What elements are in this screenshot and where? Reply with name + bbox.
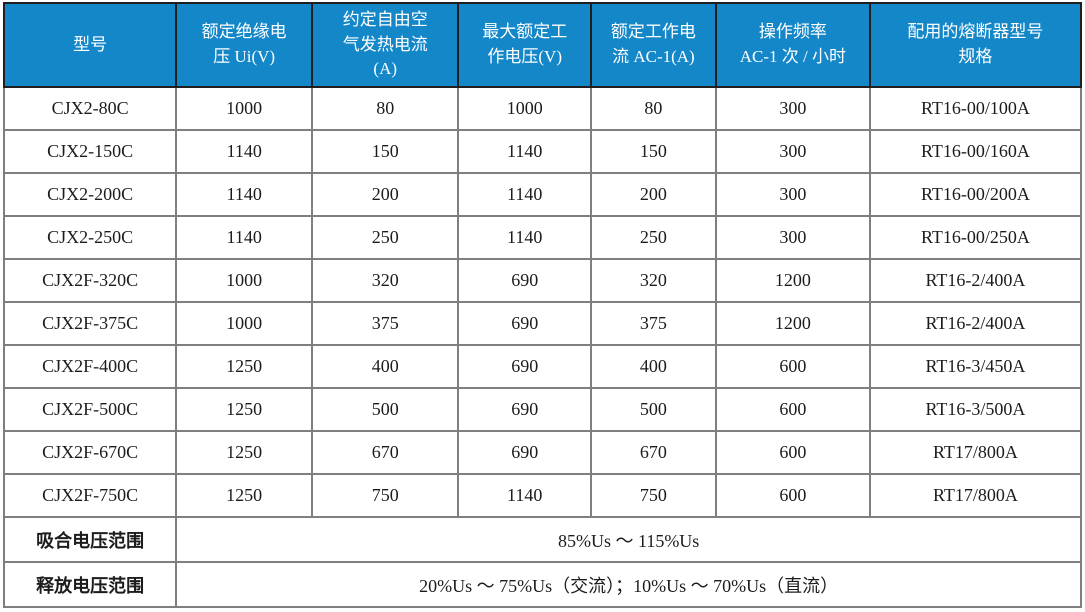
table-row: CJX2F-320C 1000 320 690 320 1200 RT16-2/…: [2, 258, 1083, 303]
cell-thermal-current: 750: [310, 473, 460, 518]
table-row: CJX2F-400C 1250 400 690 400 600 RT16-3/4…: [2, 344, 1083, 389]
cell-model: CJX2-80C: [2, 86, 178, 131]
table-row: CJX2-80C 1000 80 1000 80 300 RT16-00/100…: [2, 86, 1083, 131]
cell-model: CJX2-200C: [2, 172, 178, 217]
pickup-voltage-value: 85%Us ～ 115%Us: [175, 516, 1082, 563]
cell-fuse-spec: RT17/800A: [868, 473, 1083, 518]
header-fuse-spec: 配用的熔断器型号 规格: [868, 2, 1083, 88]
cell-model: CJX2F-500C: [2, 387, 178, 432]
cell-max-working-voltage: 690: [457, 387, 592, 432]
cell-operating-frequency: 1200: [714, 258, 871, 303]
cell-insulation-voltage: 1000: [175, 258, 313, 303]
cell-max-working-voltage: 1140: [457, 473, 592, 518]
cell-operating-frequency: 300: [714, 129, 871, 174]
cell-operating-frequency: 600: [714, 430, 871, 475]
release-voltage-value: 20%Us ～ 75%Us（交流）；10%Us ～ 70%Us（直流）: [175, 561, 1082, 608]
cell-operating-frequency: 300: [714, 86, 871, 131]
header-operating-frequency: 操作频率 AC-1 次 / 小时: [714, 2, 871, 88]
cell-model: CJX2F-320C: [2, 258, 178, 303]
cell-working-current: 250: [589, 215, 717, 260]
cell-max-working-voltage: 690: [457, 258, 592, 303]
cell-operating-frequency: 1200: [714, 301, 871, 346]
cell-insulation-voltage: 1250: [175, 387, 313, 432]
pickup-voltage-label: 吸合电压范围: [2, 516, 178, 563]
cell-fuse-spec: RT16-00/100A: [868, 86, 1083, 131]
cell-operating-frequency: 300: [714, 215, 871, 260]
header-model: 型号: [2, 2, 178, 88]
cell-thermal-current: 80: [310, 86, 460, 131]
table-row: CJX2-250C 1140 250 1140 250 300 RT16-00/…: [2, 215, 1083, 260]
table-row: CJX2-200C 1140 200 1140 200 300 RT16-00/…: [2, 172, 1083, 217]
header-insulation-voltage: 额定绝缘电 压 Ui(V): [175, 2, 313, 88]
cell-fuse-spec: RT16-3/500A: [868, 387, 1083, 432]
cell-thermal-current: 670: [310, 430, 460, 475]
release-voltage-row: 释放电压范围 20%Us ～ 75%Us（交流）；10%Us ～ 70%Us（直…: [2, 561, 1082, 608]
cell-working-current: 320: [589, 258, 717, 303]
cell-insulation-voltage: 1140: [175, 215, 313, 260]
cell-fuse-spec: RT16-2/400A: [868, 258, 1083, 303]
cell-thermal-current: 200: [310, 172, 460, 217]
cell-fuse-spec: RT16-00/160A: [868, 129, 1083, 174]
cell-thermal-current: 375: [310, 301, 460, 346]
cell-max-working-voltage: 690: [457, 301, 592, 346]
cell-insulation-voltage: 1250: [175, 344, 313, 389]
header-max-working-voltage: 最大额定工 作电压(V): [457, 2, 592, 88]
cell-model: CJX2F-750C: [2, 473, 178, 518]
cell-insulation-voltage: 1140: [175, 129, 313, 174]
cell-working-current: 500: [589, 387, 717, 432]
pickup-voltage-row: 吸合电压范围 85%Us ～ 115%Us: [2, 516, 1082, 563]
cell-thermal-current: 320: [310, 258, 460, 303]
cell-working-current: 375: [589, 301, 717, 346]
cell-max-working-voltage: 1000: [457, 86, 592, 131]
header-working-current: 额定工作电 流 AC-1(A): [589, 2, 717, 88]
cell-working-current: 750: [589, 473, 717, 518]
cell-working-current: 200: [589, 172, 717, 217]
table-row: CJX2F-670C 1250 670 690 670 600 RT17/800…: [2, 430, 1083, 475]
cell-operating-frequency: 600: [714, 387, 871, 432]
cell-insulation-voltage: 1250: [175, 473, 313, 518]
cell-max-working-voltage: 1140: [457, 129, 592, 174]
cell-thermal-current: 500: [310, 387, 460, 432]
cell-model: CJX2-150C: [2, 129, 178, 174]
cell-fuse-spec: RT16-00/250A: [868, 215, 1083, 260]
cell-working-current: 80: [589, 86, 717, 131]
table-header-row: 型号 额定绝缘电 压 Ui(V) 约定自由空 气发热电流 (A) 最大额定工 作…: [2, 2, 1083, 88]
cell-model: CJX2F-670C: [2, 430, 178, 475]
cell-model: CJX2-250C: [2, 215, 178, 260]
table-row: CJX2F-375C 1000 375 690 375 1200 RT16-2/…: [2, 301, 1083, 346]
cell-insulation-voltage: 1140: [175, 172, 313, 217]
cell-thermal-current: 150: [310, 129, 460, 174]
cell-working-current: 400: [589, 344, 717, 389]
cell-operating-frequency: 600: [714, 344, 871, 389]
cell-model: CJX2F-400C: [2, 344, 178, 389]
cell-working-current: 150: [589, 129, 717, 174]
cell-thermal-current: 400: [310, 344, 460, 389]
cell-max-working-voltage: 690: [457, 430, 592, 475]
cell-insulation-voltage: 1250: [175, 430, 313, 475]
cell-insulation-voltage: 1000: [175, 86, 313, 131]
cell-operating-frequency: 300: [714, 172, 871, 217]
cell-max-working-voltage: 1140: [457, 172, 592, 217]
cell-max-working-voltage: 1140: [457, 215, 592, 260]
release-voltage-label: 释放电压范围: [2, 561, 178, 608]
cell-fuse-spec: RT17/800A: [868, 430, 1083, 475]
cell-model: CJX2F-375C: [2, 301, 178, 346]
cell-thermal-current: 250: [310, 215, 460, 260]
cell-max-working-voltage: 690: [457, 344, 592, 389]
cell-fuse-spec: RT16-2/400A: [868, 301, 1083, 346]
cell-fuse-spec: RT16-00/200A: [868, 172, 1083, 217]
header-thermal-current: 约定自由空 气发热电流 (A): [310, 2, 460, 88]
table-row: CJX2-150C 1140 150 1140 150 300 RT16-00/…: [2, 129, 1083, 174]
cell-fuse-spec: RT16-3/450A: [868, 344, 1083, 389]
cell-insulation-voltage: 1000: [175, 301, 313, 346]
table-row: CJX2F-750C 1250 750 1140 750 600 RT17/80…: [2, 473, 1083, 518]
table-row: CJX2F-500C 1250 500 690 500 600 RT16-3/5…: [2, 387, 1083, 432]
cell-operating-frequency: 600: [714, 473, 871, 518]
cell-working-current: 670: [589, 430, 717, 475]
